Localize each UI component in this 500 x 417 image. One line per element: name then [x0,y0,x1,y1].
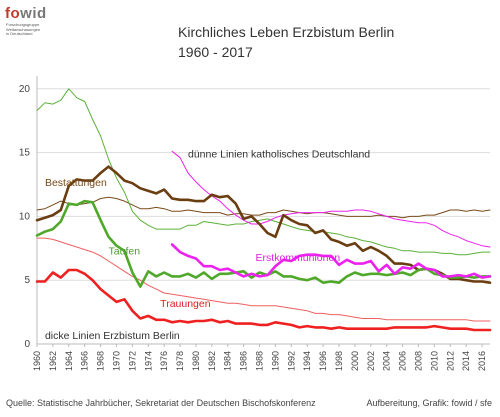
x-tick-label: 2012 [445,351,455,371]
annotation-label: Erstkommunionen [256,252,341,264]
x-tick-label: 1992 [286,351,296,371]
source-note: Quelle: Statistische Jahrbücher, Sekreta… [6,398,316,408]
series-line-bestattungen_de [36,196,491,219]
x-tick-label: 1970 [111,351,121,371]
y-tick-label: 15 [19,148,31,159]
x-tick-label: 1966 [80,351,90,371]
x-tick-label: 1964 [64,351,74,371]
fowid-logo: fowid Forschungsgruppe Weltanschauungen … [5,5,53,53]
x-tick-label: 2014 [461,351,471,371]
y-tick-label: 0 [24,339,30,350]
series-line-erstkommunionen_de [171,150,491,248]
x-tick-label: 2016 [477,351,487,371]
x-tick-label: 2004 [382,351,392,371]
y-tick-label: 5 [24,275,30,286]
x-tick-label: 1976 [159,351,169,371]
x-tick-label: 2000 [350,351,360,371]
annotation-label: dünne Linien katholisches Deutschland [188,149,370,161]
chart-title: Kirchliches Leben Erzbistum Berlin [178,24,395,40]
logo-subtitle: Forschungsgruppe Weltanschauungen in Deu… [6,22,41,37]
x-tick-label: 1978 [175,351,185,371]
x-tick-label: 1962 [48,351,58,371]
x-tick-label: 1974 [143,351,153,371]
x-tick-label: 2008 [413,351,423,371]
x-tick-label: 2002 [366,351,376,371]
x-tick-label: 1960 [32,351,42,371]
x-tick-label: 1982 [207,351,217,371]
x-tick-label: 1996 [318,351,328,371]
x-tick-label: 1994 [302,351,312,371]
x-tick-label: 1968 [96,351,106,371]
y-tick-label: 20 [19,84,31,95]
series-line-taufen_berlin [35,199,492,288]
credit-note: Aufbereitung, Grafik: fowid / sfe [366,398,492,408]
x-tick-label: 2010 [429,351,439,371]
x-tick-label: 1986 [239,351,249,371]
x-tick-label: 1984 [223,351,233,371]
annotation-label: Bestattungen [45,177,107,189]
chart-subtitle: 1960 - 2017 [178,44,253,60]
logo-wordmark: fowid [5,5,47,22]
series-line-trauungen_de [36,237,491,322]
x-tick-label: 1990 [270,351,280,371]
x-tick-label: 1980 [191,351,201,371]
series-line-trauungen_berlin [35,268,492,332]
y-tick-label: 10 [19,211,31,222]
x-tick-label: 1988 [255,351,265,371]
annotation-label: Taufen [109,246,141,258]
annotation-label: dicke Linien Erzbistum Berlin [45,330,180,342]
annotation-label: Trauungen [160,298,211,310]
x-tick-label: 1972 [127,351,137,371]
x-tick-label: 2006 [398,351,408,371]
x-tick-label: 1998 [334,351,344,371]
series-line-erstkommunionen_berlin [170,243,492,279]
